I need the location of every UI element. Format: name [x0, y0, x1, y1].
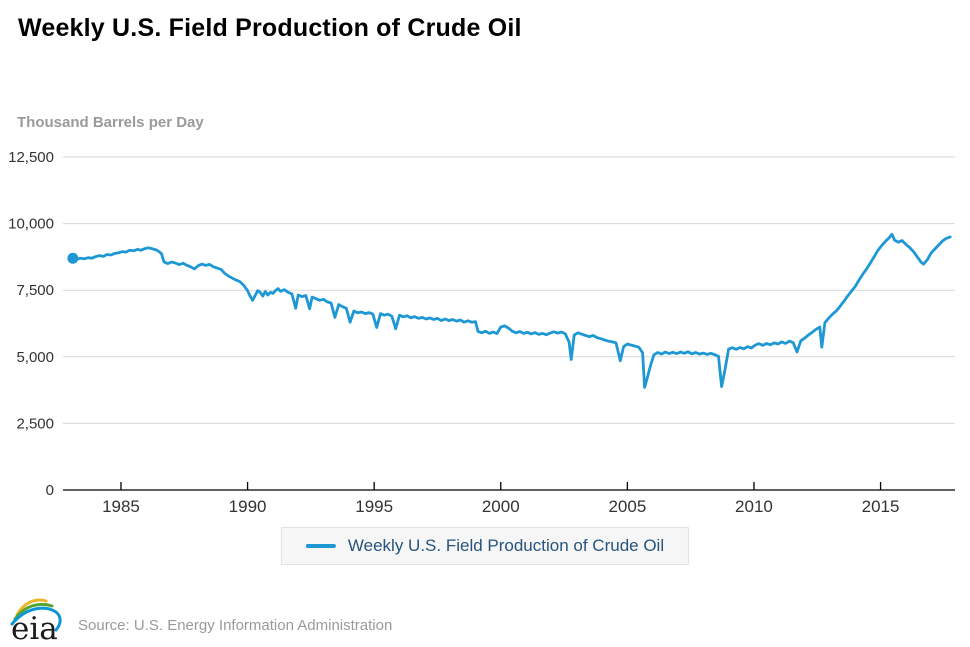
source-text: Source: U.S. Energy Information Administ…: [78, 617, 393, 634]
x-tick-label: 1990: [229, 497, 267, 516]
footer: eia Source: U.S. Energy Information Admi…: [10, 595, 392, 643]
y-axis-unit-label: Thousand Barrels per Day: [17, 114, 204, 131]
logo-yellow-arc: [15, 598, 48, 617]
x-tick-label: 1995: [355, 497, 393, 516]
x-tick-label: 2010: [735, 497, 773, 516]
eia-logo: eia: [10, 598, 62, 643]
x-tick-label: 2005: [608, 497, 646, 516]
y-tick-label: 0: [46, 482, 54, 499]
series-start-marker: [67, 252, 79, 264]
page-title: Weekly U.S. Field Production of Crude Oi…: [18, 14, 522, 42]
y-tick-label: 12,500: [8, 149, 54, 166]
logo-blue-arc: [10, 606, 62, 632]
legend-label: Weekly U.S. Field Production of Crude Oi…: [347, 536, 665, 555]
logo-text: eia: [11, 611, 58, 643]
x-tick-label: 2000: [482, 497, 520, 516]
legend-item-crude-oil[interactable]: Weekly U.S. Field Production of Crude Oi…: [280, 527, 690, 565]
logo-green-arc: [13, 602, 54, 621]
x-tick-label: 2015: [862, 497, 900, 516]
crude-oil-production-line: [71, 232, 952, 389]
y-tick-label: 10,000: [8, 216, 54, 233]
y-tick-label: 7,500: [16, 282, 54, 299]
legend-line-icon: [305, 544, 336, 548]
y-tick-label: 5,000: [16, 349, 54, 366]
x-tick-label: 1985: [102, 497, 140, 516]
y-tick-label: 2,500: [16, 415, 54, 432]
